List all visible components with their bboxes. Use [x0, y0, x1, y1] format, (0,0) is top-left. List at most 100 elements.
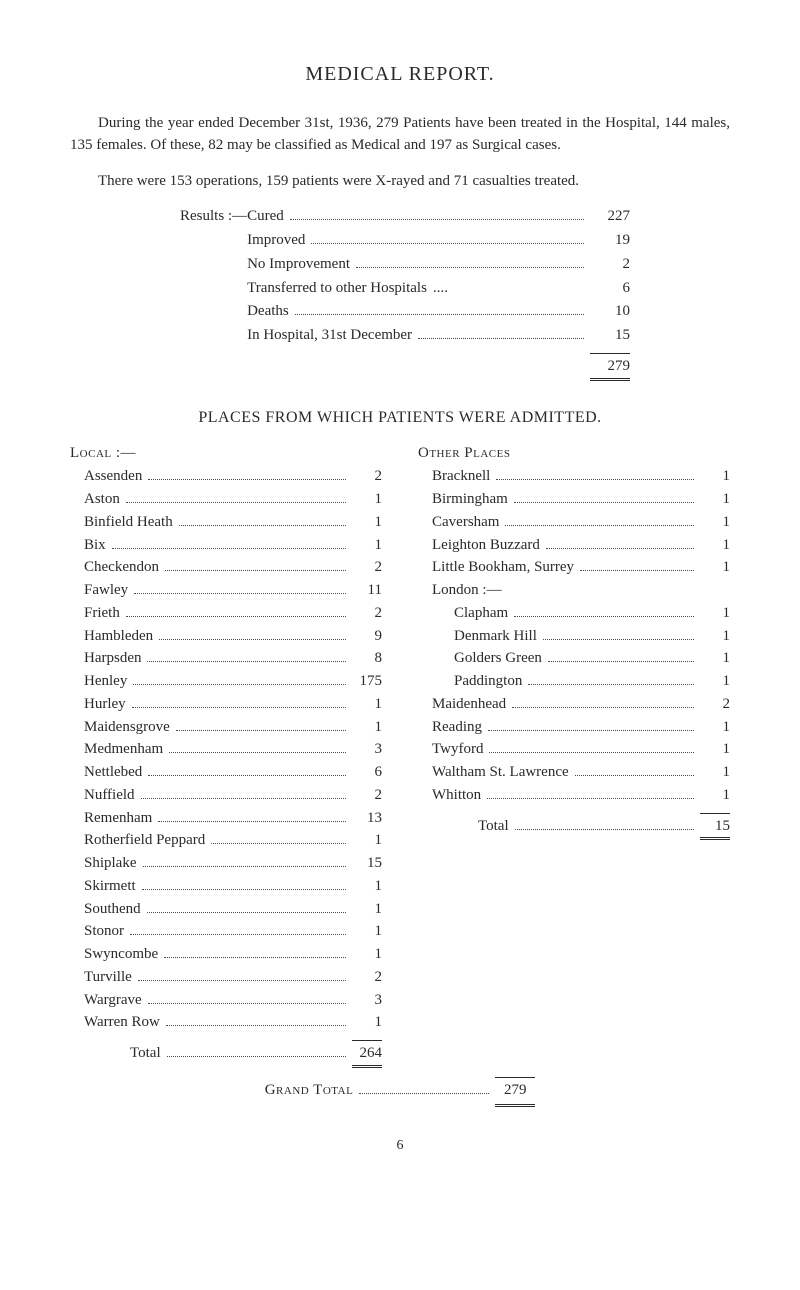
place-row: Hambleden9 [70, 626, 382, 648]
place-row: Bracknell1 [418, 466, 730, 488]
place-value: 3 [352, 990, 382, 1012]
grand-total-row: Grand Total 279 [70, 1077, 730, 1108]
result-row: Results :—Cured227 [180, 206, 630, 228]
place-value: 9 [352, 626, 382, 648]
column-total-row: Total264 [70, 1040, 382, 1065]
place-value: 1 [352, 1012, 382, 1034]
place-value: 2 [352, 785, 382, 807]
dot-leader [514, 616, 694, 617]
place-label: Reading [432, 717, 482, 739]
result-value: 19 [590, 230, 630, 252]
dot-leader [176, 730, 346, 731]
place-label: Aston [84, 489, 120, 511]
result-label: Deaths [247, 301, 289, 323]
place-value: 1 [700, 557, 730, 579]
column-total-rule [418, 837, 730, 841]
place-row: Remenham 13 [70, 808, 382, 830]
place-value: 1 [700, 603, 730, 625]
place-row: Bix1 [70, 535, 382, 557]
dot-leader [166, 1025, 346, 1026]
dot-leader [496, 479, 694, 480]
other-column: Other PlacesBracknell1Birmingham1Caversh… [418, 443, 730, 1069]
place-label: Paddington [454, 671, 522, 693]
intro-paragraph-2: There were 153 operations, 159 patients … [70, 171, 730, 193]
place-label: Bracknell [432, 466, 490, 488]
place-value: 2 [352, 603, 382, 625]
place-row: Wargrave3 [70, 990, 382, 1012]
place-value: 8 [352, 648, 382, 670]
place-row: Nuffield 2 [70, 785, 382, 807]
place-label: Rotherfield Peppard [84, 830, 205, 852]
place-row: Assenden 2 [70, 466, 382, 488]
result-label: Transferred to other Hospitals [247, 278, 427, 300]
result-label: In Hospital, 31st December [247, 325, 412, 347]
place-label: Birmingham [432, 489, 508, 511]
place-label: Medmenham [84, 739, 163, 761]
place-value: 1 [700, 535, 730, 557]
place-label: Assenden [84, 466, 142, 488]
dot-leader [147, 912, 346, 913]
result-value: 10 [590, 301, 630, 323]
place-label: Remenham [84, 808, 152, 830]
result-value: 6 [590, 278, 630, 300]
grand-total-label: Grand Total [265, 1080, 354, 1102]
place-value: 175 [352, 671, 382, 693]
dot-leader [290, 219, 584, 220]
place-value: 1 [352, 830, 382, 852]
place-row: Denmark Hill1 [418, 626, 730, 648]
place-value: 2 [352, 557, 382, 579]
place-value: 2 [700, 694, 730, 716]
dot-leader [580, 570, 694, 571]
place-value: 1 [352, 489, 382, 511]
place-row: Checkendon2 [70, 557, 382, 579]
column-total-row: Total15 [418, 813, 730, 838]
place-row: Golders Green1 [418, 648, 730, 670]
place-value: 1 [352, 921, 382, 943]
dot-leader: .... [433, 278, 584, 300]
dot-leader [514, 502, 694, 503]
column-header: Other Places [418, 443, 730, 465]
place-value: 1 [352, 899, 382, 921]
place-row: Medmenham3 [70, 739, 382, 761]
dot-leader [142, 889, 346, 890]
place-row: Warren Row1 [70, 1012, 382, 1034]
result-value: 227 [590, 206, 630, 228]
local-column: Local :—Assenden2Aston1Binfield Heath1Bi… [70, 443, 382, 1069]
column-total-value: 15 [700, 813, 730, 838]
place-row: Southend1 [70, 899, 382, 921]
place-value: 13 [352, 808, 382, 830]
column-header: Local :— [70, 443, 382, 465]
result-row: Results :—Deaths10 [180, 301, 630, 323]
report-title: MEDICAL REPORT. [70, 60, 730, 89]
result-label: No Improvement [247, 254, 350, 276]
dot-leader [143, 866, 347, 867]
place-label: Stonor [84, 921, 124, 943]
place-label: Whitton [432, 785, 481, 807]
place-value: 1 [700, 739, 730, 761]
dot-leader [169, 752, 346, 753]
grand-total-value: 279 [495, 1077, 535, 1102]
place-value: 1 [700, 648, 730, 670]
dot-leader [164, 957, 346, 958]
dot-leader [167, 1056, 346, 1057]
place-label: Nuffield [84, 785, 135, 807]
place-row: Harpsden8 [70, 648, 382, 670]
result-label: Cured [247, 206, 284, 228]
place-label: Caversham [432, 512, 499, 534]
grand-total-dots [359, 1093, 489, 1094]
result-label: Improved [247, 230, 305, 252]
dot-leader [356, 267, 584, 268]
place-label: Swyncombe [84, 944, 158, 966]
place-label: London :— [432, 580, 502, 602]
result-row: Results :—Transferred to other Hospitals… [180, 278, 630, 300]
result-row: Results :—Improved19 [180, 230, 630, 252]
place-row: Whitton1 [418, 785, 730, 807]
place-row: Turville2 [70, 967, 382, 989]
place-value: 1 [352, 694, 382, 716]
dot-leader [505, 525, 694, 526]
place-label: Denmark Hill [454, 626, 537, 648]
results-total-row: 279 [180, 349, 630, 378]
dot-leader [548, 661, 694, 662]
place-row: Fawley11 [70, 580, 382, 602]
place-value: 2 [352, 466, 382, 488]
